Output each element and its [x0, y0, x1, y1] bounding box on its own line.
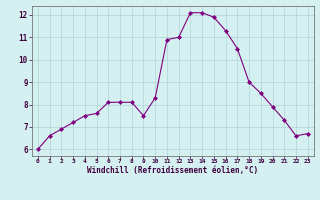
X-axis label: Windchill (Refroidissement éolien,°C): Windchill (Refroidissement éolien,°C)	[87, 166, 258, 175]
